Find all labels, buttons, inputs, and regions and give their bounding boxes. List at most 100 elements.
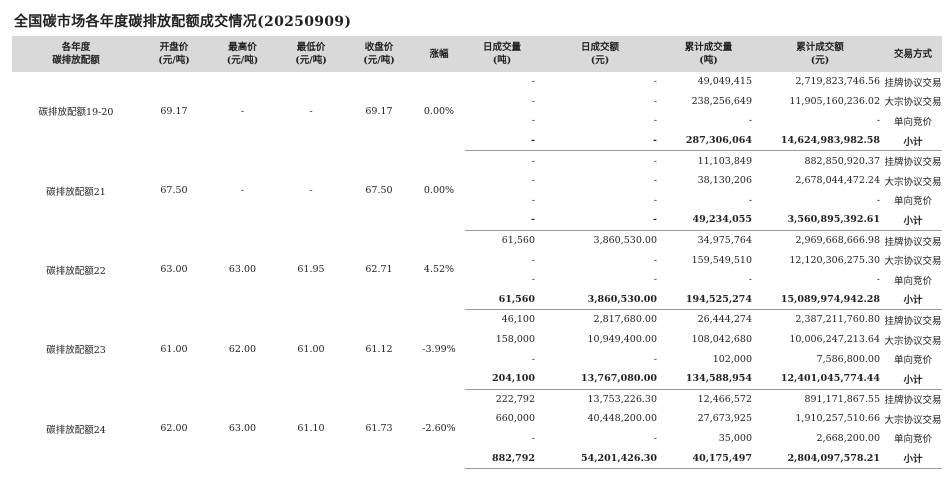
daily-amount-cell: - (653, 353, 657, 365)
table-row: 61,560 3,860,530.00 194,525,274 15,089,974,… (12, 289, 942, 311)
header-row: 各年度 碳排放配额 开盘价 (元/吨) 最高价 (元/吨) 最低价 (元/吨) 收盘价 (元/吨)… (12, 36, 942, 72)
cum-volume-cell: 287,306,064 (661, 130, 756, 152)
daily-volume-cell: 204,100 (465, 368, 539, 390)
table-row: 204,100 13,767,080.00 134,588,954 12,401,04… (12, 368, 942, 390)
cum-amount-cell: - (876, 194, 880, 206)
cum-volume-cell: - (748, 194, 752, 206)
cum-volume-cell: 12,466,572 (697, 393, 752, 405)
daily-volume-cell: 158,000 (495, 334, 535, 346)
header-unit: (元/吨) (226, 55, 259, 66)
daily-volume-cell: 222,792 (495, 393, 535, 405)
table-row: - -49,234,055 3,560,895,392.61 小计 (12, 210, 942, 231)
trade-mode-cell: 大宗协议交易 (884, 335, 942, 347)
trade-mode-cell: 单向竞价 (893, 116, 932, 128)
daily-amount-cell: 40,448,200.00 (587, 413, 657, 425)
table-row: - - - - 单向竞价 (12, 111, 942, 131)
cum-amount-cell: - (876, 274, 880, 286)
table-row: - - 35,000 2,668,200.00 单向竞价 (12, 429, 942, 449)
daily-amount-cell: 3,860,530.00 (539, 289, 661, 311)
close-price-cell: 69.17 (365, 105, 393, 117)
cum-amount-cell: 12,401,045,774.44 (756, 368, 884, 390)
daily-volume-cell: - (531, 432, 535, 444)
col-high-header: 最高价 (元/吨) (208, 36, 277, 72)
table-row: 碳排放配额22 63.00 63.00 61.95 62.71 4.52% 61,560 3,… (12, 230, 942, 277)
trade-mode-cell: 挂牌协议交易 (884, 395, 942, 407)
report-title: 全国碳市场各年度碳排放配额成交情况(20250909) (14, 14, 352, 30)
trade-mode-cell: 小计 (884, 289, 942, 311)
cum-volume-cell: 11,103,849 (697, 155, 752, 167)
table-row: - - 38,130,206 2,678,044,472.24 大宗协议交易 (12, 171, 942, 191)
table-row: - - - - 单向竞价 (12, 270, 942, 290)
change-cell: 4.52% (423, 264, 455, 276)
open-price-cell: 69.17 (160, 105, 188, 117)
header-label: 日成交额 (580, 42, 619, 53)
low-price-cell: 61.00 (297, 343, 325, 355)
cum-amount-cell: 1,910,257,510.66 (795, 413, 880, 425)
cum-amount-cell: 7,586,800.00 (816, 353, 880, 365)
table-row: - -287,306,064 14,624,983,982.58 小计 (12, 130, 942, 152)
daily-amount-cell: 10,949,400.00 (587, 334, 657, 346)
cum-amount-cell: 2,804,097,578.21 (756, 448, 884, 469)
cum-amount-cell: 14,624,983,982.58 (756, 130, 884, 152)
trade-mode-cell: 挂牌协议交易 (884, 315, 942, 327)
daily-volume-cell: - (531, 155, 535, 167)
daily-amount-cell: 13,753,226.30 (587, 393, 657, 405)
daily-volume-cell: - (531, 115, 535, 127)
cum-amount-cell: 10,006,247,213.64 (789, 334, 880, 346)
cum-volume-cell: 35,000 (718, 432, 752, 444)
high-price-cell: - (240, 105, 245, 117)
cum-volume-cell: 49,049,415 (697, 76, 752, 88)
cum-amount-cell: 2,668,200.00 (816, 432, 880, 444)
trade-mode-cell: 小计 (884, 210, 942, 231)
cum-volume-cell: 108,042,680 (691, 334, 752, 346)
col-open-header: 开盘价 (元/吨) (140, 36, 208, 72)
cum-volume-cell: 238,256,649 (691, 95, 752, 107)
cum-volume-cell: 194,525,274 (661, 289, 756, 311)
allowance-name-cell: 碳排放配额23 (46, 345, 106, 357)
cum-amount-cell: 2,678,044,472.24 (795, 175, 880, 187)
trade-mode-cell: 单向竞价 (893, 355, 932, 367)
daily-volume-cell: - (531, 175, 535, 187)
daily-amount-cell: - (539, 130, 661, 152)
trade-mode-cell: 大宗协议交易 (884, 176, 942, 188)
trade-mode-cell: 挂牌协议交易 (884, 236, 942, 248)
table-row: 碳排放配额24 62.00 63.00 61.10 61.73 -2.60% 222,792… (12, 389, 942, 436)
header-unit: (吨) (699, 55, 718, 66)
cum-volume-cell: 134,588,954 (661, 368, 756, 390)
col-cum-amount-header: 累计成交额 (元) (756, 36, 884, 72)
col-low-header: 最低价 (元/吨) (277, 36, 345, 72)
daily-amount-cell: - (653, 194, 657, 206)
cum-volume-cell: 40,175,497 (661, 448, 756, 469)
header-label: 最高价 (228, 42, 257, 53)
low-price-cell: 61.95 (297, 264, 325, 276)
daily-volume-cell: - (531, 353, 535, 365)
table-body: 碳排放配额19-20 69.17- -69.17 0.00% - -49,049,415 2… (12, 72, 942, 469)
daily-volume-cell: - (465, 130, 539, 152)
header-unit: (元/吨) (295, 55, 327, 66)
daily-amount-cell: - (653, 432, 657, 444)
table-row: - - 238,256,649 11,905,160,236.02 大宗协议交易 (12, 92, 942, 112)
table-header: 各年度 碳排放配额 开盘价 (元/吨) 最高价 (元/吨) 最低价 (元/吨) 收盘价 (元/吨)… (12, 36, 942, 72)
col-daily-amount-header: 日成交额 (元) (539, 36, 661, 72)
col-close-header: 收盘价 (元/吨) (345, 36, 413, 72)
high-price-cell: - (240, 185, 245, 197)
header-label: 各年度 (61, 42, 91, 53)
cum-volume-cell: 49,234,055 (661, 210, 756, 231)
daily-volume-cell: - (531, 95, 535, 107)
daily-amount-cell: - (653, 76, 657, 88)
cum-amount-cell: 11,905,160,236.02 (789, 95, 880, 107)
cum-volume-cell: 26,444,274 (697, 314, 752, 326)
header-label: 收盘价 (364, 42, 394, 53)
open-price-cell: 67.50 (160, 185, 188, 197)
daily-amount-cell: - (653, 175, 657, 187)
daily-volume-cell: 61,560 (501, 235, 535, 247)
table-row: 882,792 54,201,426.30 40,175,497 2,804,097,… (12, 448, 942, 469)
daily-amount-cell: - (539, 210, 661, 231)
change-cell: 0.00% (423, 185, 455, 197)
close-price-cell: 62.71 (365, 264, 393, 276)
col-cum-volume-header: 累计成交量 (吨) (661, 36, 756, 72)
table-row: - - 159,549,510 12,120,306,275.30 大宗协议交易 (12, 250, 942, 270)
high-price-cell: 63.00 (228, 264, 257, 276)
daily-volume-cell: - (531, 194, 535, 206)
header-label: 开盘价 (159, 42, 189, 53)
